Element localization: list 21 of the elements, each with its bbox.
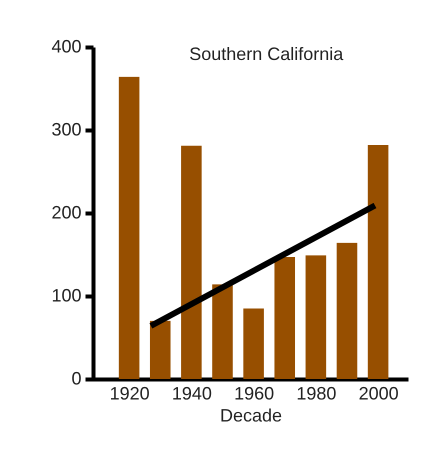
y-tick-label: 200	[51, 202, 82, 222]
x-tick-label: 1940	[172, 384, 212, 404]
bar	[368, 144, 388, 379]
bar	[150, 320, 171, 379]
y-tick-label: 300	[51, 120, 82, 140]
bar	[336, 242, 358, 379]
bar	[306, 255, 326, 379]
x-tick-label: 2000	[358, 384, 399, 404]
bar	[118, 76, 140, 379]
bar	[181, 146, 202, 379]
bar	[274, 256, 296, 379]
x-tick-label: 1960	[234, 384, 274, 404]
x-axis-title: Decade	[220, 406, 282, 426]
bar	[243, 308, 264, 379]
y-tick-label: 400	[51, 36, 82, 56]
bar	[212, 284, 233, 379]
y-tick-label: 100	[51, 286, 82, 306]
x-tick-label: 1980	[296, 384, 336, 404]
x-tick-label: 1920	[110, 384, 150, 404]
chart-title: Southern California	[189, 44, 344, 64]
y-tick-label: 0	[71, 368, 82, 388]
